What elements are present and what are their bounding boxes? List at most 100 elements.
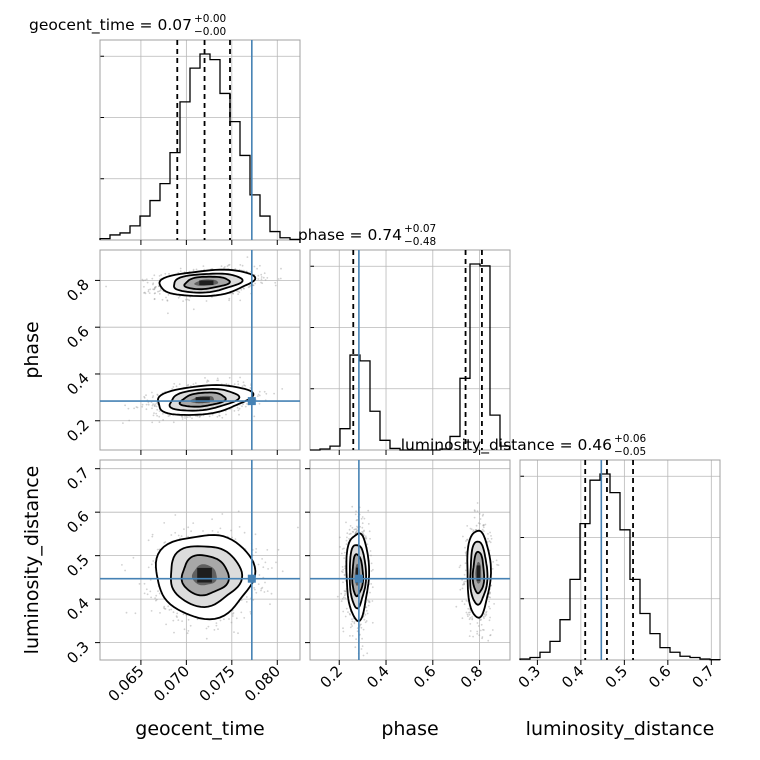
sample-point — [158, 421, 161, 423]
sample-point — [479, 619, 482, 621]
sample-point — [177, 619, 180, 621]
panel-2-0 — [95, 459, 301, 665]
sample-point — [232, 292, 235, 295]
sample-point — [233, 383, 236, 385]
sample-point — [174, 531, 177, 534]
sample-point — [248, 285, 251, 288]
sample-point — [277, 548, 280, 551]
sample-point — [477, 625, 480, 627]
panel-title-geocent_time: geocent_time = 0.07 +0.00−0.00 — [29, 13, 226, 38]
sample-point — [171, 388, 174, 390]
sample-point — [161, 298, 164, 301]
sample-point — [181, 416, 184, 418]
sample-point — [463, 583, 465, 586]
sample-point — [176, 612, 179, 615]
sample-point — [168, 609, 171, 611]
sample-point — [243, 287, 245, 290]
sample-point — [232, 612, 235, 614]
sample-point — [345, 521, 347, 524]
tick-label-x: 0.7 — [689, 662, 719, 692]
sample-point — [355, 530, 358, 533]
sample-point — [490, 535, 492, 537]
sample-point — [490, 537, 493, 540]
sample-point — [371, 621, 374, 624]
sample-point — [482, 526, 485, 529]
sample-point — [237, 290, 239, 293]
sample-point — [152, 560, 155, 562]
sample-point — [252, 599, 255, 601]
sample-point — [192, 308, 195, 311]
sample-point — [249, 387, 252, 389]
sample-point — [477, 522, 480, 524]
sample-point — [355, 528, 358, 531]
density-peak — [195, 397, 210, 403]
sample-point — [151, 421, 154, 424]
sample-point — [482, 513, 485, 516]
sample-point — [196, 618, 199, 621]
sample-point — [143, 395, 146, 398]
sample-point — [158, 290, 161, 292]
sample-point — [157, 590, 159, 592]
sample-point — [223, 618, 225, 621]
sample-point — [224, 266, 226, 268]
sample-point — [263, 390, 266, 393]
sample-point — [147, 539, 150, 542]
sample-point — [154, 286, 157, 289]
sample-point — [174, 514, 177, 516]
sample-point — [483, 613, 486, 616]
sample-point — [257, 563, 260, 566]
sample-point — [260, 273, 263, 276]
sample-point — [482, 524, 485, 526]
sample-point — [239, 299, 242, 302]
sample-point — [167, 605, 170, 608]
sample-point — [462, 583, 464, 586]
sample-point — [464, 562, 467, 565]
sample-point — [336, 595, 339, 598]
sample-point — [362, 530, 365, 533]
sample-point — [468, 618, 471, 621]
sample-point — [185, 614, 188, 617]
sample-point — [345, 539, 348, 542]
sample-point — [173, 382, 176, 385]
sample-point — [237, 383, 240, 386]
sample-point — [350, 623, 353, 625]
sample-point — [476, 510, 479, 513]
sample-point — [360, 626, 363, 629]
sample-point — [152, 414, 155, 417]
sample-point — [162, 412, 164, 415]
sample-point — [465, 580, 467, 583]
sample-point — [261, 558, 263, 560]
sample-point — [482, 524, 485, 527]
sample-point — [183, 528, 185, 530]
title-plus: +0.07 — [404, 223, 436, 235]
sample-point — [218, 414, 221, 417]
sample-point — [205, 627, 208, 630]
sample-point — [341, 597, 344, 600]
sample-point — [143, 292, 145, 294]
sample-point — [156, 394, 159, 396]
sample-point — [353, 528, 356, 531]
sample-point — [253, 265, 256, 268]
sample-point — [263, 591, 266, 593]
sample-point — [160, 274, 163, 276]
sample-point — [367, 523, 370, 525]
sample-point — [245, 596, 248, 598]
sample-point — [370, 583, 373, 585]
sample-point — [180, 415, 183, 418]
sample-point — [489, 592, 491, 595]
sample-point — [179, 270, 182, 272]
sample-point — [483, 524, 485, 527]
sample-point — [166, 300, 169, 302]
sample-point — [271, 567, 273, 569]
sample-point — [133, 407, 136, 410]
sample-point — [462, 535, 464, 538]
panel-1-1 — [309, 249, 511, 455]
axis-label-y: phase — [21, 321, 43, 378]
sample-point — [352, 531, 355, 533]
sample-point — [156, 414, 159, 417]
sample-point — [469, 623, 472, 625]
sample-point — [237, 293, 240, 295]
sample-point — [172, 619, 175, 622]
sample-point — [458, 566, 461, 569]
sample-point — [463, 603, 466, 606]
